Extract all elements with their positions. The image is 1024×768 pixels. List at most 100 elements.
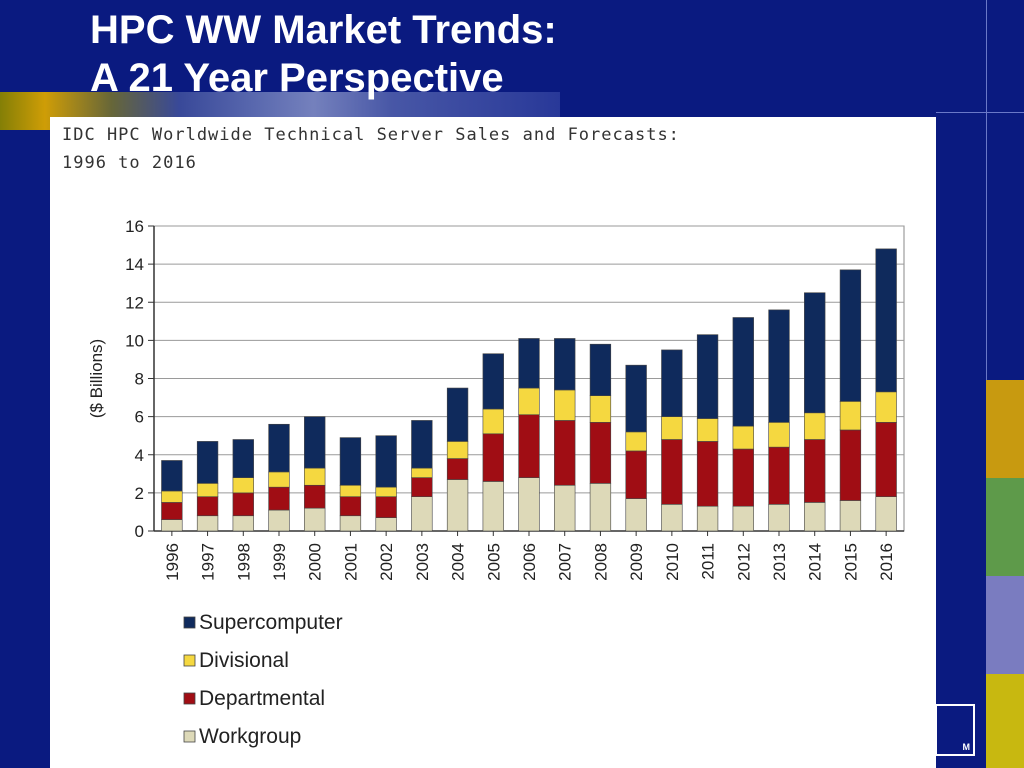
bar-divisional-2001 — [339, 484, 362, 497]
bar-departmental-2014 — [804, 439, 826, 503]
bar-workgroup-2000 — [304, 507, 326, 532]
bar-divisional-2000 — [304, 467, 326, 486]
x-tick-label: 2014 — [806, 543, 825, 581]
bar-supercomputer-2015 — [839, 269, 862, 402]
logo-text: M — [962, 742, 971, 752]
bar-supercomputer-2005 — [482, 353, 504, 410]
bar-divisional-1997 — [196, 483, 219, 497]
bar-departmental-2007 — [554, 420, 576, 486]
bar-supercomputer-2011 — [696, 334, 719, 419]
bar-departmental-2011 — [696, 441, 719, 507]
y-tick-label: 10 — [125, 331, 144, 350]
x-tick-label: 2009 — [627, 543, 646, 581]
x-tick-label: 2012 — [734, 543, 753, 581]
bar-divisional-1996 — [161, 490, 183, 503]
side-color-block-yellow — [986, 674, 1024, 768]
x-tick-label: 2004 — [449, 543, 468, 581]
bar-supercomputer-2014 — [804, 292, 826, 414]
bar-divisional-2013 — [768, 422, 790, 448]
bar-supercomputer-2009 — [625, 364, 647, 433]
y-tick-label: 14 — [125, 255, 144, 274]
bar-supercomputer-2004 — [446, 387, 469, 442]
slide-title-line2: A 21 Year Perspective — [90, 56, 504, 100]
x-tick-label: 2010 — [663, 543, 682, 581]
side-color-block-lavender — [986, 576, 1024, 674]
bar-departmental-2008 — [589, 422, 612, 484]
decorative-horizontal-line — [936, 112, 1024, 113]
y-tick-label: 4 — [135, 446, 144, 465]
bar-workgroup-1997 — [196, 515, 219, 532]
x-tick-label: 1998 — [234, 543, 253, 581]
bar-workgroup-2013 — [768, 504, 790, 532]
bar-workgroup-2007 — [554, 484, 576, 532]
y-tick-label: 12 — [125, 293, 144, 312]
bar-divisional-2012 — [732, 425, 754, 450]
y-tick-label: 8 — [135, 370, 144, 389]
side-color-block-gold — [986, 380, 1024, 478]
bar-supercomputer-1998 — [232, 439, 254, 478]
x-tick-label: 1997 — [199, 543, 218, 581]
x-tick-label: 2000 — [306, 543, 325, 581]
bar-departmental-2003 — [411, 477, 433, 497]
bar-supercomputer-2010 — [661, 349, 683, 417]
bar-divisional-2009 — [625, 431, 647, 452]
y-tick-label: 16 — [125, 217, 144, 236]
bar-workgroup-2009 — [625, 498, 647, 532]
bar-workgroup-2010 — [661, 504, 683, 532]
bar-divisional-2005 — [482, 408, 504, 435]
bar-departmental-2013 — [768, 446, 790, 505]
bar-divisional-2002 — [375, 486, 397, 497]
bar-departmental-1999 — [268, 486, 290, 511]
bar-departmental-2016 — [875, 422, 897, 497]
bar-workgroup-2003 — [411, 496, 433, 532]
legend-label-divisional: Divisional — [199, 649, 289, 672]
x-tick-label: 2015 — [841, 543, 860, 581]
bar-workgroup-2005 — [482, 481, 504, 532]
decorative-vertical-line — [986, 0, 987, 380]
bar-departmental-2000 — [304, 484, 326, 509]
x-tick-label: 2008 — [591, 543, 610, 581]
bar-divisional-1999 — [268, 471, 290, 488]
bar-departmental-2015 — [839, 429, 862, 501]
x-tick-label: 2006 — [520, 543, 539, 581]
bar-departmental-2010 — [661, 439, 683, 505]
x-tick-label: 2011 — [699, 543, 718, 580]
bar-divisional-1998 — [232, 477, 254, 494]
x-tick-label: 1996 — [163, 543, 182, 581]
legend-swatch-departmental — [183, 692, 196, 705]
y-tick-label: 0 — [135, 522, 144, 541]
legend-label-supercomputer: Supercomputer — [199, 611, 343, 634]
legend-label-workgroup: Workgroup — [199, 725, 301, 748]
bar-supercomputer-2006 — [518, 338, 540, 389]
bar-departmental-1998 — [232, 492, 254, 517]
bar-supercomputer-1996 — [161, 460, 183, 492]
bar-workgroup-2012 — [732, 505, 754, 532]
y-tick-label: 2 — [135, 484, 144, 503]
bar-divisional-2006 — [518, 387, 540, 416]
x-tick-label: 2016 — [877, 543, 896, 581]
bar-supercomputer-2002 — [375, 435, 397, 488]
x-tick-label: 1999 — [270, 543, 289, 581]
x-tick-label: 2013 — [770, 543, 789, 581]
bar-divisional-2010 — [661, 416, 683, 440]
bar-workgroup-2006 — [518, 477, 540, 532]
bar-divisional-2003 — [411, 467, 433, 478]
bar-departmental-2006 — [518, 414, 540, 478]
bar-supercomputer-2000 — [304, 416, 326, 469]
bar-departmental-2002 — [375, 496, 397, 518]
x-tick-label: 2001 — [341, 543, 360, 581]
chart-title: IDC HPC Worldwide Technical Server Sales… — [62, 125, 680, 173]
bar-divisional-2015 — [839, 401, 862, 431]
x-tick-label: 2002 — [377, 543, 396, 581]
bar-workgroup-1999 — [268, 509, 290, 532]
y-axis-label: ($ Billions) — [87, 339, 106, 418]
bar-supercomputer-2012 — [732, 317, 754, 427]
y-tick-label: 6 — [135, 408, 144, 427]
side-color-block-green — [986, 478, 1024, 576]
bar-supercomputer-2013 — [768, 309, 790, 423]
bar-supercomputer-2008 — [589, 343, 612, 396]
bar-departmental-1997 — [196, 496, 219, 517]
legend-swatch-workgroup — [183, 730, 196, 743]
legend-swatch-divisional — [183, 654, 196, 667]
